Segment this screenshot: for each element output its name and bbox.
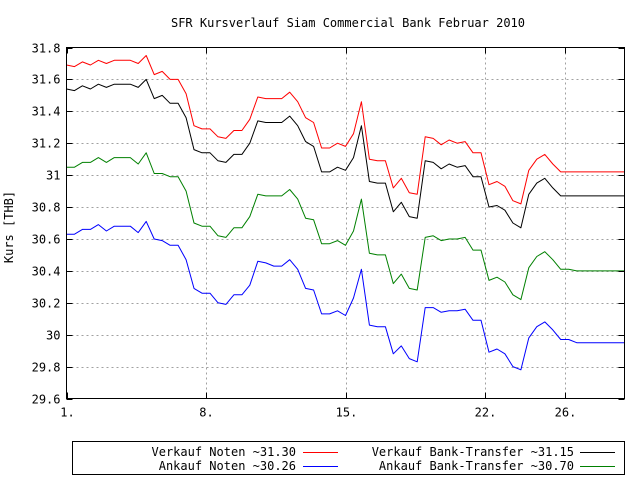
legend-label: Verkauf Noten ~31.30 [152,445,297,459]
plot-frame [66,47,625,399]
y-axis-label: Kurs [THB] [2,191,16,263]
legend-label: Ankauf Noten ~30.26 [159,459,296,473]
y-tick-label: 30.6 [32,233,61,247]
x-tick-label: 8. [199,406,213,420]
chart-title: SFR Kursverlauf Siam Commercial Bank Feb… [171,16,525,30]
y-tick-label: 31.4 [32,105,61,119]
legend-label: Verkauf Bank-Transfer ~31.15 [372,445,574,459]
series-lines [66,55,625,371]
legend-label: Ankauf Bank-Transfer ~30.70 [379,459,574,473]
x-tick-label: 22. [475,406,497,420]
legend-entry: Ankauf Bank-Transfer ~30.70 [379,459,615,473]
series-line [66,220,625,371]
grid-lines [66,47,625,399]
series-line [66,55,625,205]
y-tick-label: 29.6 [32,393,61,407]
series-line [66,152,625,301]
y-tick-label: 31.2 [32,137,61,151]
y-tick-label: 30 [46,329,60,343]
x-tick-label: 15. [336,406,358,420]
legend-entry: Verkauf Noten ~31.30 [152,445,338,459]
legend-box [72,441,625,475]
x-tick-label: 1. [60,406,74,420]
y-tick-label: 31.8 [32,42,61,56]
y-tick-label: 30.2 [32,297,61,311]
legend-entry: Ankauf Noten ~30.26 [159,459,338,473]
y-tick-label: 29.8 [32,361,61,375]
x-tick-label: 26. [555,406,577,420]
axis-ticks: 29.6 29.8 30 30.2 30.4 30.6 30.8 31 31.2 31.4 31.6… [32,42,625,420]
y-tick-label: 31.6 [32,73,61,87]
series-line [66,78,625,229]
y-tick-label: 30.4 [32,265,61,279]
legend: Verkauf Noten ~31.30 Verkauf Bank-Transf… [72,441,625,475]
legend-entry: Verkauf Bank-Transfer ~31.15 [372,445,615,459]
y-tick-label: 30.8 [32,201,61,215]
y-tick-label: 31 [46,169,60,183]
